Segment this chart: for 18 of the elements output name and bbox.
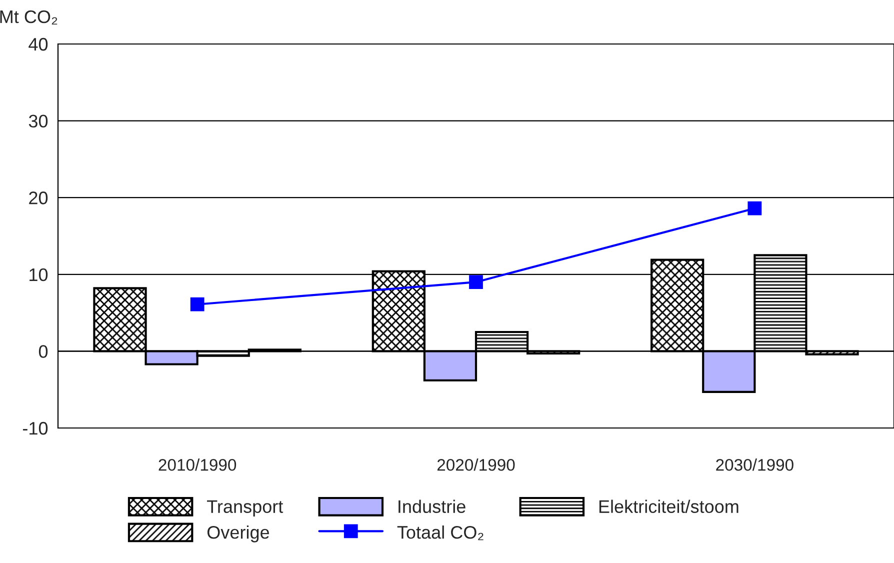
x-tick-label: 2030/1990 (716, 458, 794, 471)
y-tick-label: 0 (38, 345, 48, 358)
legend-label: Transport (207, 500, 284, 517)
legend-label: Industrie (398, 500, 466, 513)
legend-label: Overige (207, 526, 270, 542)
legend-label: Elektriciteit/stoom (599, 500, 738, 513)
y-tick-label: 30 (28, 114, 48, 128)
y-tick-label: 10 (30, 268, 48, 282)
y-tick-label: 40 (28, 38, 48, 51)
x-tick-label: 2020/1990 (437, 458, 515, 471)
point (469, 275, 483, 290)
y-tick-label: -10 (22, 422, 48, 435)
y-tick-label: 20 (29, 192, 48, 204)
y-axis-title: Mt CO₂ (0, 10, 58, 25)
point (748, 201, 762, 216)
legend-label: Totaal CO₂ (397, 526, 484, 540)
point (190, 297, 204, 312)
x-tick-label: 2010/1990 (158, 458, 236, 471)
